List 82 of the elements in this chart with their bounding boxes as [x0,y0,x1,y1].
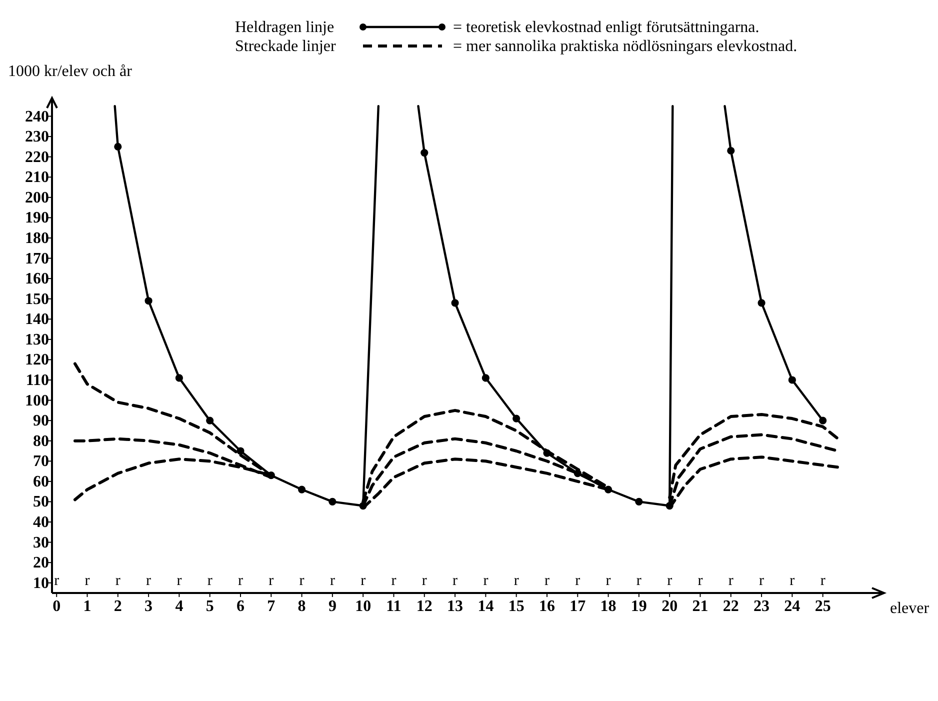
annotation: r [759,573,764,589]
y-tick-label: 20 [33,554,49,572]
x-tick-label: 19 [630,598,647,615]
x-tick-label: 21 [692,598,708,615]
annotation: r [575,573,580,589]
annotation: r [790,573,795,589]
x-tick-label: 15 [508,598,524,615]
x-tick-label: 18 [600,598,616,615]
y-tick-label: 100 [25,392,49,410]
annotation: r [84,573,90,589]
x-tick-label: 6 [236,598,244,615]
x-tick-label: 8 [298,598,306,615]
y-tick-label: 240 [25,108,49,126]
annotation: r [667,573,672,589]
y-tick-label: 60 [33,473,49,490]
annotation: r [820,573,826,589]
text: = teoretisk elevkostnad enligt förutsättningarna. [453,19,760,36]
x-tick-label: 23 [754,598,770,615]
y-tick-label: 10 [33,574,49,592]
x-tick-label: 22 [722,598,739,615]
legend-label: Streckade linjer [235,38,337,55]
x-tick-label: 5 [206,598,214,615]
annotation: r [268,573,274,589]
annotation: r [422,573,427,589]
annotation: r [606,573,611,589]
x-tick-label: 1 [83,598,92,615]
y-tick-label: 90 [33,412,49,430]
y-tick-label: 160 [25,270,49,288]
x-tick-label: 7 [267,598,276,615]
y-tick-label: 140 [25,311,49,328]
y-tick-label: 50 [33,494,49,511]
y-tick-label: 30 [33,534,49,552]
x-tick-label: 4 [175,598,184,615]
y-tick-label: 130 [25,331,49,348]
x-tick-label: 11 [386,598,402,615]
annotation: r [391,573,396,589]
x-tick-label: 2 [114,598,122,615]
x-tick-label: 20 [662,598,678,615]
y-tick-label: 210 [25,169,49,186]
text: = mer sannolika praktiska nödlösningars elevkostnad. [453,38,798,55]
annotation: r [176,573,182,589]
y-tick-label: 220 [25,148,49,166]
y-tick-label: 170 [25,250,49,268]
y-tick-label: 150 [25,290,49,308]
y-tick-label: 70 [33,453,49,470]
y-tick-label: 230 [25,128,49,146]
annotation: r [544,573,550,589]
x-tick-label: 3 [144,598,153,615]
x-tick-label: 17 [570,598,586,615]
annotation: r [452,573,458,589]
annotation: r [698,573,703,589]
x-tick-label: 10 [355,598,372,615]
y-tick-label: 200 [25,189,49,206]
y-tick-label: 180 [25,230,49,247]
y-axis-title: 1000 kr/elev och år [8,63,133,80]
x-tick-label: 12 [416,598,432,615]
x-tick-label: 16 [538,598,555,615]
x-tick-label: 25 [814,598,831,615]
annotation: r [636,573,642,589]
x-axis-title: elever [890,600,930,617]
x-tick-label: 9 [328,598,336,615]
annotation: r [483,573,488,589]
y-tick-label: 110 [26,372,49,389]
annotation: r [146,573,152,589]
annotation: r [238,573,243,589]
annotation: r [330,573,335,589]
x-tick-label: 14 [478,598,494,615]
legend-label: Heldragen linje [235,19,334,36]
annotation: r [54,573,60,589]
x-tick-label: 0 [52,598,61,615]
annotation: r [207,573,212,589]
y-tick-label: 40 [33,514,49,531]
annotation: r [514,573,519,589]
annotation: r [299,573,304,589]
y-tick-label: 80 [33,432,49,450]
y-tick-label: 190 [25,210,49,227]
y-tick-label: 120 [25,352,49,369]
annotation: r [360,573,366,589]
annotation: r [728,573,734,589]
x-tick-label: 24 [784,598,800,615]
annotation: r [115,573,120,589]
x-tick-label: 13 [447,598,464,615]
